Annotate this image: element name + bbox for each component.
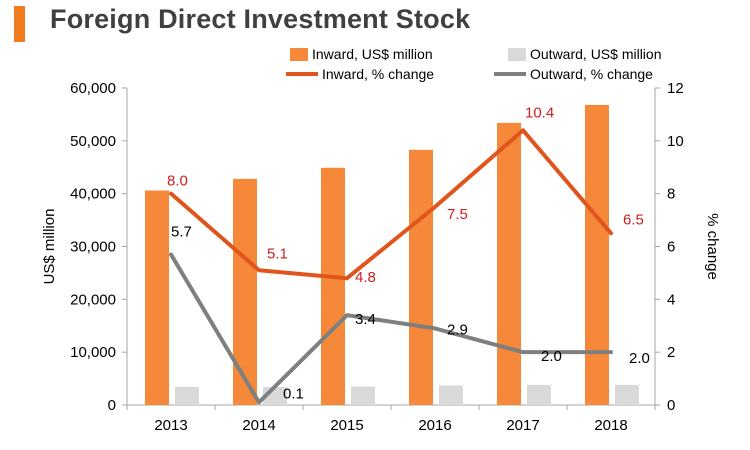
title-accent-bar — [14, 6, 25, 42]
data-label-inward-2017: 10.4 — [525, 104, 554, 121]
bar-outward-2015 — [351, 386, 375, 405]
data-label-outward-2018: 2.0 — [629, 350, 650, 367]
left-tick-label: 40,000 — [70, 186, 116, 203]
bar-inward-2013 — [145, 190, 169, 405]
bar-inward-2014 — [233, 178, 257, 405]
x-tick-label: 2017 — [506, 417, 539, 434]
bar-inward-2015 — [321, 167, 345, 405]
legend-label-2: Inward, % change — [322, 66, 434, 82]
bar-outward-2013 — [175, 387, 199, 405]
data-label-inward-2014: 5.1 — [267, 245, 288, 262]
data-label-outward-2013: 5.7 — [171, 223, 192, 240]
chart-title: Foreign Direct Investment Stock — [50, 4, 471, 34]
legend-label-0: Inward, US$ million — [312, 46, 433, 62]
left-tick-label: 10,000 — [70, 344, 116, 361]
data-label-outward-2015: 3.4 — [355, 311, 376, 328]
bar-inward-2016 — [409, 149, 433, 405]
legend-swatch-1 — [508, 48, 526, 61]
data-label-inward-2016: 7.5 — [447, 206, 468, 223]
y-axis-title: US$ million — [41, 209, 58, 285]
legend-label-3: Outward, % change — [530, 66, 653, 82]
left-tick-label: 60,000 — [70, 80, 116, 97]
data-label-inward-2018: 6.5 — [623, 211, 644, 228]
right-tick-label: 0 — [667, 397, 675, 414]
x-tick-label: 2016 — [418, 417, 451, 434]
bar-outward-2017 — [527, 384, 551, 405]
line-outward-pct — [169, 252, 613, 405]
data-label-outward-2017: 2.0 — [541, 348, 562, 365]
line-inward-pct — [169, 128, 613, 281]
data-label-inward-2013: 8.0 — [167, 173, 188, 190]
legend-swatch-0 — [290, 48, 308, 61]
bar-inward-2018 — [585, 104, 609, 405]
left-tick-label: 20,000 — [70, 291, 116, 308]
right-tick-label: 12 — [667, 80, 684, 97]
left-tick-label: 0 — [108, 397, 116, 414]
x-tick-label: 2018 — [594, 417, 627, 434]
right-tick-label: 8 — [667, 186, 675, 203]
x-tick-label: 2014 — [242, 417, 275, 434]
right-tick-label: 2 — [667, 344, 675, 361]
right-tick-label: 10 — [667, 133, 684, 150]
left-tick-label: 30,000 — [70, 239, 116, 256]
bar-inward-2017 — [497, 122, 521, 406]
y2-axis-title: % change — [704, 213, 721, 280]
legend-label-1: Outward, US$ million — [530, 46, 662, 62]
x-tick-label: 2013 — [154, 417, 187, 434]
data-label-outward-2016: 2.9 — [447, 321, 468, 338]
right-tick-label: 4 — [667, 291, 675, 308]
data-label-inward-2015: 4.8 — [355, 269, 376, 286]
bar-outward-2016 — [439, 385, 463, 405]
x-tick-label: 2015 — [330, 417, 363, 434]
left-tick-label: 50,000 — [70, 133, 116, 150]
right-tick-label: 6 — [667, 239, 675, 256]
data-label-outward-2014: 0.1 — [283, 385, 304, 402]
bar-outward-2018 — [615, 384, 639, 405]
